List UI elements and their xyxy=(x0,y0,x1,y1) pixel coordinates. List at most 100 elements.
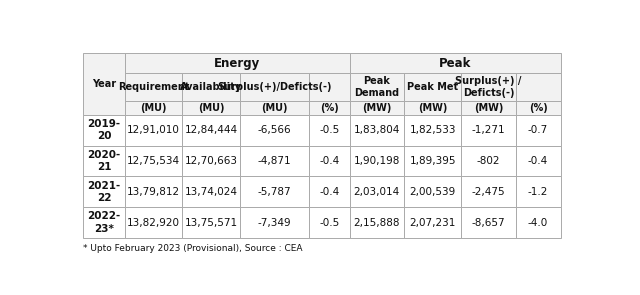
Text: 1,90,198: 1,90,198 xyxy=(354,156,400,166)
Text: Requirement: Requirement xyxy=(118,82,189,92)
Bar xyxy=(182,73,239,101)
Bar xyxy=(125,207,182,238)
Text: 2,07,231: 2,07,231 xyxy=(410,217,456,227)
Text: 2,00,539: 2,00,539 xyxy=(410,187,456,197)
Text: -4.0: -4.0 xyxy=(528,217,548,227)
Text: (MW): (MW) xyxy=(362,103,392,113)
Bar xyxy=(404,73,461,101)
Bar xyxy=(182,207,239,238)
Bar xyxy=(349,176,404,207)
Bar xyxy=(461,207,516,238)
Text: (MU): (MU) xyxy=(140,103,167,113)
Text: 12,91,010: 12,91,010 xyxy=(127,125,180,135)
Bar xyxy=(349,101,404,115)
Bar xyxy=(516,145,561,176)
Bar xyxy=(349,145,404,176)
Text: 13,75,571: 13,75,571 xyxy=(184,217,237,227)
Bar xyxy=(125,115,182,145)
Text: 13,82,920: 13,82,920 xyxy=(127,217,180,227)
Text: Peak
Demand: Peak Demand xyxy=(355,76,399,98)
Text: 1,89,395: 1,89,395 xyxy=(410,156,456,166)
Text: 1,82,533: 1,82,533 xyxy=(410,125,456,135)
Bar xyxy=(516,207,561,238)
Text: 13,79,812: 13,79,812 xyxy=(127,187,180,197)
Bar xyxy=(309,145,349,176)
Bar xyxy=(309,115,349,145)
Bar xyxy=(239,207,309,238)
Bar xyxy=(125,101,182,115)
Bar xyxy=(516,176,561,207)
Bar xyxy=(461,176,516,207)
Bar xyxy=(461,115,516,145)
Bar xyxy=(404,101,461,115)
Bar xyxy=(182,101,239,115)
Text: -0.4: -0.4 xyxy=(319,156,340,166)
Bar xyxy=(516,73,561,101)
Bar xyxy=(349,207,404,238)
Text: 12,75,534: 12,75,534 xyxy=(127,156,180,166)
Bar xyxy=(239,145,309,176)
Text: -0.5: -0.5 xyxy=(319,217,340,227)
Text: -2,475: -2,475 xyxy=(472,187,505,197)
Bar xyxy=(404,207,461,238)
Text: * Upto February 2023 (Provisional), Source : CEA: * Upto February 2023 (Provisional), Sour… xyxy=(83,244,303,253)
Bar xyxy=(83,115,125,145)
Bar xyxy=(309,101,349,115)
Bar xyxy=(309,176,349,207)
Text: 12,84,444: 12,84,444 xyxy=(184,125,237,135)
Bar xyxy=(404,176,461,207)
Text: (%): (%) xyxy=(320,103,339,113)
Bar xyxy=(125,53,349,73)
Bar xyxy=(349,53,561,73)
Bar xyxy=(309,73,349,101)
Text: -0.7: -0.7 xyxy=(528,125,548,135)
Bar xyxy=(182,115,239,145)
Bar xyxy=(239,176,309,207)
Text: (%): (%) xyxy=(529,103,547,113)
Bar xyxy=(349,115,404,145)
Bar xyxy=(239,101,309,115)
Bar xyxy=(349,73,404,101)
Text: -0.4: -0.4 xyxy=(528,156,548,166)
Text: -0.5: -0.5 xyxy=(319,125,340,135)
Text: (MW): (MW) xyxy=(418,103,447,113)
Bar xyxy=(182,176,239,207)
Text: Peak Met: Peak Met xyxy=(407,82,458,92)
Bar xyxy=(461,101,516,115)
Text: -4,871: -4,871 xyxy=(258,156,291,166)
Text: -0.4: -0.4 xyxy=(319,187,340,197)
Text: -6,566: -6,566 xyxy=(258,125,291,135)
Text: 2,03,014: 2,03,014 xyxy=(354,187,400,197)
Text: 1,83,804: 1,83,804 xyxy=(354,125,400,135)
Text: (MW): (MW) xyxy=(474,103,503,113)
Text: (MU): (MU) xyxy=(198,103,224,113)
Text: 2,15,888: 2,15,888 xyxy=(353,217,400,227)
Bar xyxy=(125,73,182,101)
Bar xyxy=(239,73,309,101)
Text: Energy: Energy xyxy=(214,57,260,70)
Bar xyxy=(125,176,182,207)
Text: Peak: Peak xyxy=(439,57,471,70)
Bar xyxy=(516,115,561,145)
Bar xyxy=(83,176,125,207)
Text: -1,271: -1,271 xyxy=(472,125,505,135)
Bar xyxy=(461,73,516,101)
Text: -8,657: -8,657 xyxy=(472,217,505,227)
Bar xyxy=(309,207,349,238)
Text: Surplus(+) /
Deficts(-): Surplus(+) / Deficts(-) xyxy=(455,76,522,98)
Text: -802: -802 xyxy=(477,156,500,166)
Bar xyxy=(83,145,125,176)
Text: 2020-
21: 2020- 21 xyxy=(88,150,121,172)
Bar xyxy=(404,115,461,145)
Text: 12,70,663: 12,70,663 xyxy=(184,156,237,166)
Bar xyxy=(83,207,125,238)
Text: 2022-
23*: 2022- 23* xyxy=(88,211,121,234)
Text: 2021-
22: 2021- 22 xyxy=(88,181,121,203)
Text: -1.2: -1.2 xyxy=(528,187,548,197)
Text: -5,787: -5,787 xyxy=(258,187,291,197)
Text: 2019-
20: 2019- 20 xyxy=(88,119,120,141)
Bar xyxy=(404,145,461,176)
Text: (MU): (MU) xyxy=(261,103,288,113)
Text: Year: Year xyxy=(92,79,116,89)
Bar xyxy=(182,145,239,176)
